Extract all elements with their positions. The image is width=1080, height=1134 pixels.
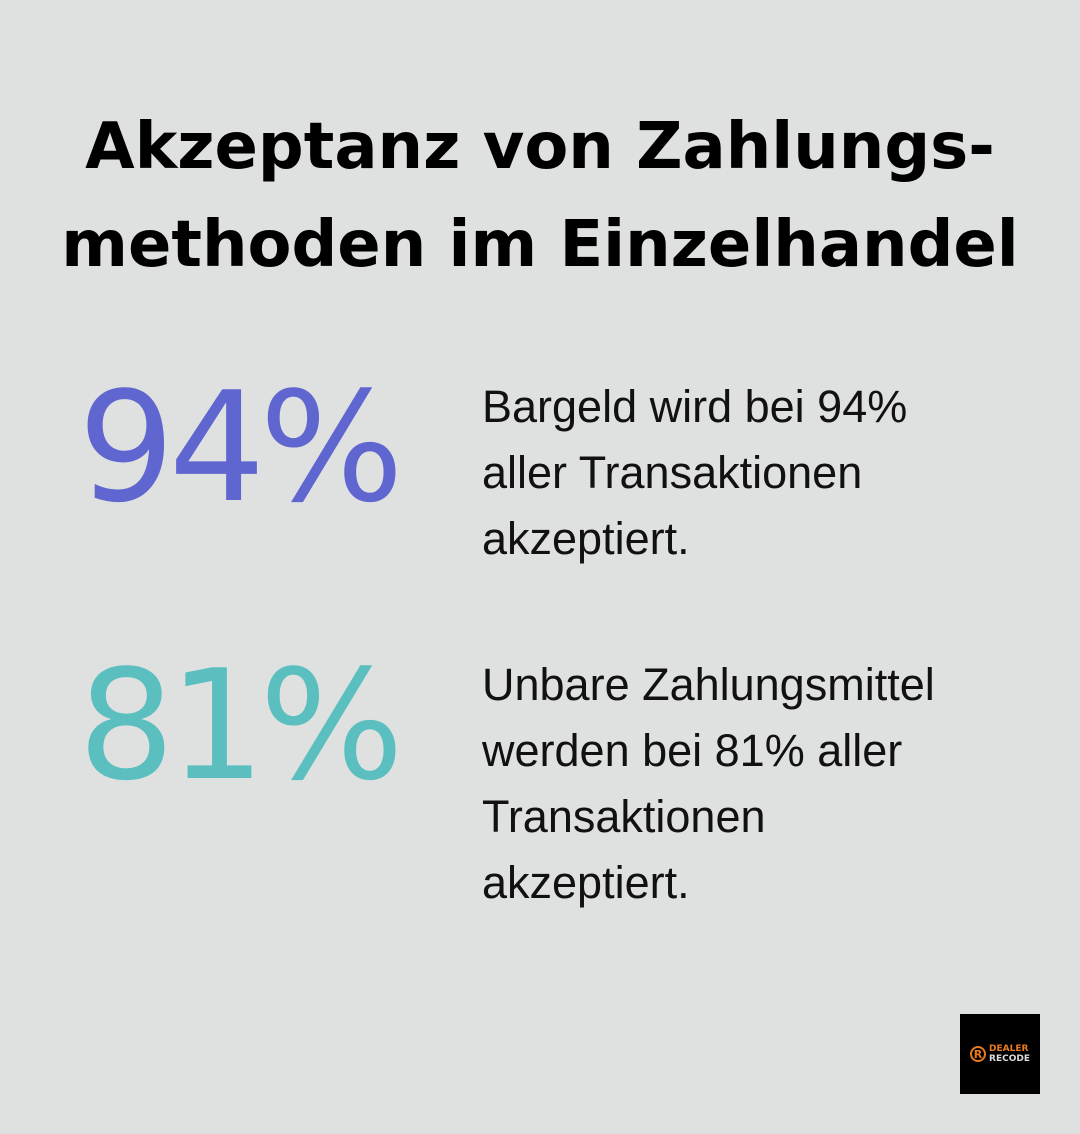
logo-line-2: RECODE [989, 1054, 1030, 1064]
logo-r-icon: R [970, 1046, 987, 1062]
stat-value-cashless: 81% [78, 637, 404, 814]
dealer-recode-logo: R DEALER RECODE [960, 1014, 1040, 1094]
stat-description-cashless: Unbare Zahlungsmittel werden bei 81% all… [482, 659, 935, 908]
page-title: Akzeptanz von Zahlungs- methoden im Einz… [0, 98, 1080, 294]
stat-description-cash: Bargeld wird bei 94% aller Transaktionen… [482, 381, 908, 564]
stat-value-cash: 94% [78, 359, 404, 536]
title-line-2: methoden im Einzelhandel [61, 208, 1019, 282]
title-line-1: Akzeptanz von Zahlungs- [85, 110, 995, 184]
logo-line-1: DEALER [989, 1044, 1029, 1054]
